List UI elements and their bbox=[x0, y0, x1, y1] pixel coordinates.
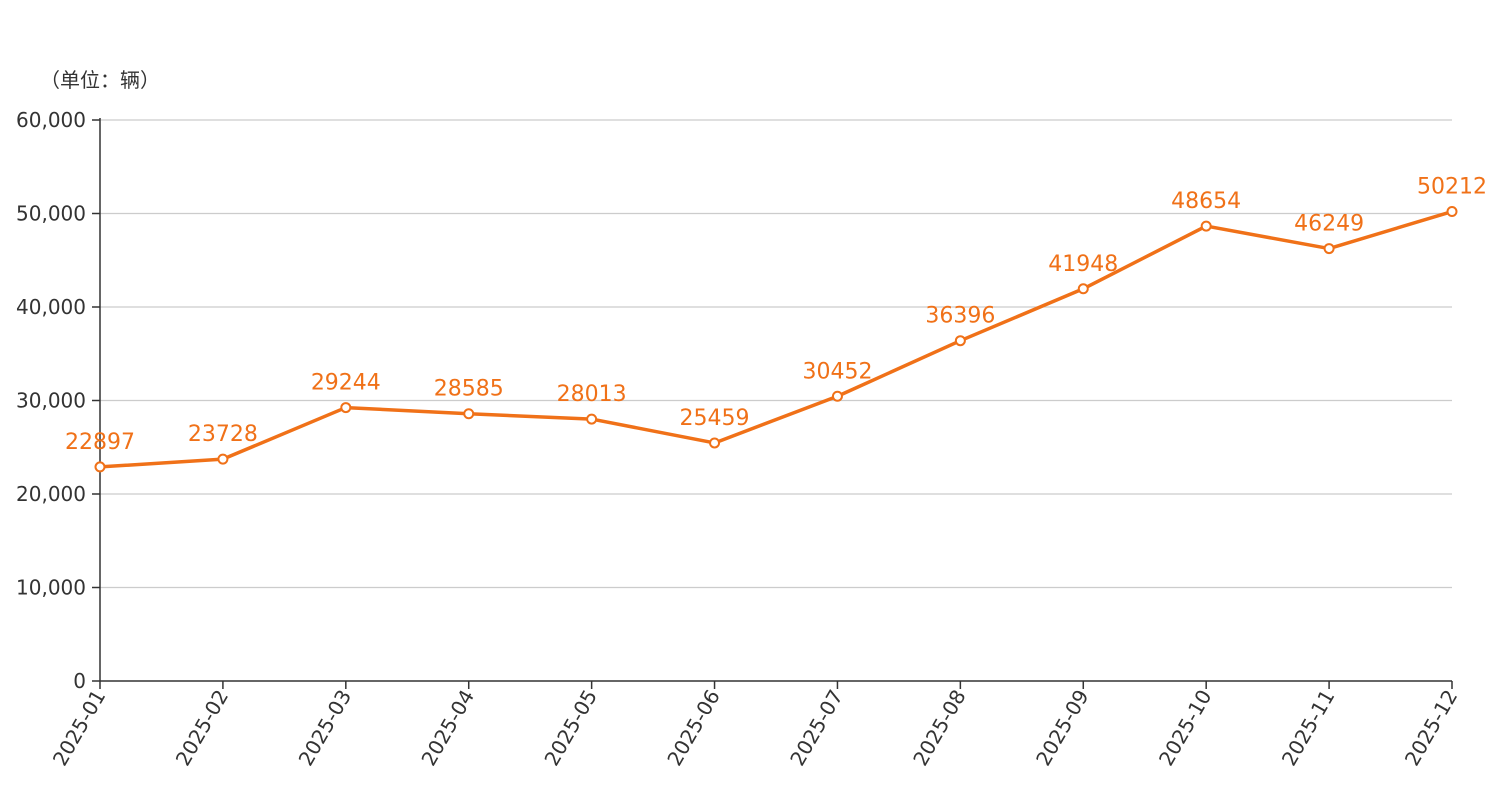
y-tick-label: 60,000 bbox=[16, 108, 86, 132]
data-point bbox=[1200, 220, 1212, 232]
series-line bbox=[99, 209, 1453, 469]
data-point bbox=[94, 461, 106, 473]
data-point bbox=[1323, 243, 1335, 255]
data-label: 46249 bbox=[1294, 212, 1364, 237]
data-point bbox=[340, 402, 352, 414]
x-tick-label: 2025-03 bbox=[294, 686, 357, 770]
data-label: 22897 bbox=[65, 430, 135, 455]
y-tick-label: 50,000 bbox=[16, 202, 86, 226]
y-tick-label: 30,000 bbox=[16, 389, 86, 413]
grid-lines bbox=[100, 119, 1452, 589]
x-tick-label: 2025-11 bbox=[1277, 686, 1340, 770]
y-tick-label: 20,000 bbox=[16, 482, 86, 506]
data-label: 25459 bbox=[680, 406, 750, 431]
x-tick-label: 2025-09 bbox=[1031, 686, 1094, 770]
x-tick-label: 2025-10 bbox=[1154, 686, 1217, 770]
data-label: 41948 bbox=[1048, 252, 1118, 277]
data-label: 29244 bbox=[311, 371, 381, 396]
series-line bbox=[99, 209, 1453, 469]
x-tick-label: 2025-02 bbox=[171, 686, 234, 770]
data-label: 50212 bbox=[1417, 175, 1487, 200]
unit-label: （单位：辆） bbox=[40, 68, 160, 92]
data-label: 23728 bbox=[188, 422, 258, 447]
data-label: 28013 bbox=[557, 382, 627, 407]
data-point bbox=[954, 335, 966, 347]
x-tick-label: 2025-04 bbox=[416, 686, 479, 770]
data-point bbox=[709, 437, 721, 449]
data-point bbox=[217, 453, 229, 465]
x-tick-label: 2025-07 bbox=[785, 686, 848, 770]
data-label: 30452 bbox=[802, 359, 872, 384]
x-tick-label: 2025-05 bbox=[539, 686, 602, 770]
x-tick-label: 2025-06 bbox=[662, 686, 725, 770]
x-tick-label: 2025-08 bbox=[908, 686, 971, 770]
data-point bbox=[463, 408, 475, 420]
data-point bbox=[1446, 206, 1458, 218]
y-tick-label: 40,000 bbox=[16, 295, 86, 319]
data-label: 28585 bbox=[434, 377, 504, 402]
y-tick-label: 0 bbox=[73, 669, 86, 693]
data-point bbox=[586, 413, 598, 425]
data-point bbox=[831, 390, 843, 402]
x-tick-label: 2025-01 bbox=[48, 686, 111, 770]
y-tick-label: 10,000 bbox=[16, 576, 86, 600]
data-label: 48654 bbox=[1171, 189, 1241, 214]
x-tick-label: 2025-12 bbox=[1400, 686, 1463, 770]
data-labels: 22897 23728 29244 28585 28013 25459 30452 36396… bbox=[65, 175, 1487, 455]
data-point bbox=[1077, 283, 1089, 295]
data-points bbox=[94, 206, 1458, 473]
data-label: 36396 bbox=[925, 304, 995, 329]
